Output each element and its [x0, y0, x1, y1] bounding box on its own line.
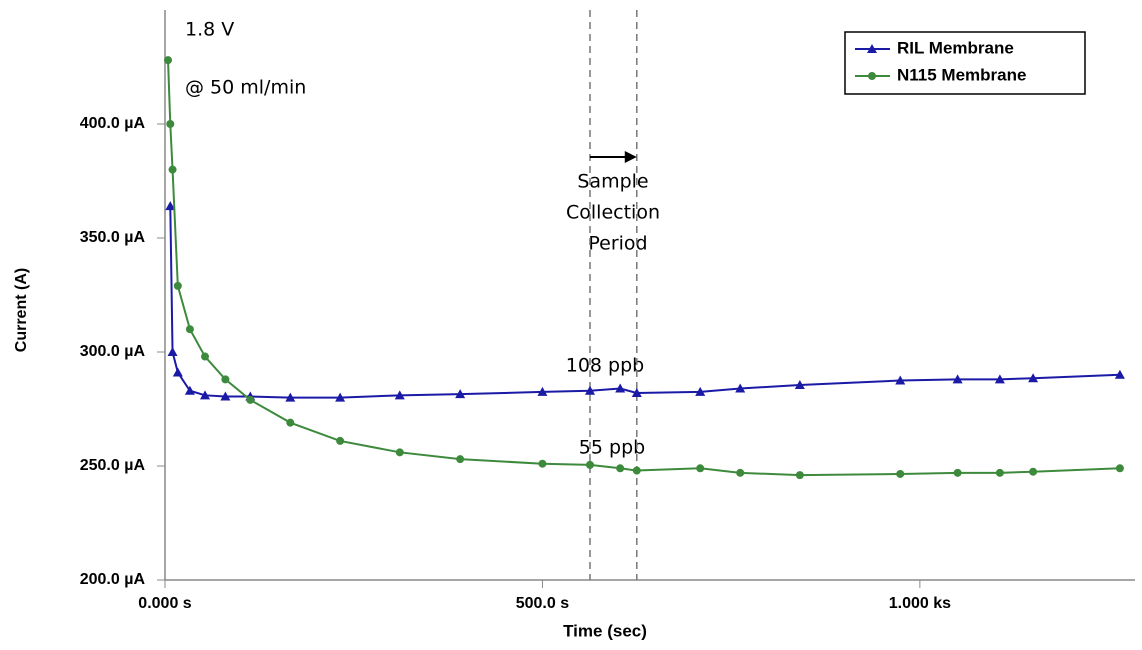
point	[895, 375, 906, 385]
point	[394, 390, 405, 400]
point	[994, 374, 1005, 384]
point	[184, 385, 195, 395]
y-tick-label: 350.0 µA	[80, 229, 146, 246]
arrow-head	[624, 151, 637, 163]
point	[584, 385, 595, 395]
point	[735, 383, 746, 393]
point	[286, 418, 295, 427]
x-tick-label: 500.0 s	[516, 595, 569, 612]
annotation: 108 ppb	[566, 355, 645, 377]
point	[185, 325, 194, 334]
series-line	[167, 60, 1120, 477]
point	[695, 386, 706, 396]
annotation: Period	[588, 233, 647, 255]
point	[736, 468, 745, 477]
y-tick-label: 300.0 µA	[80, 343, 146, 360]
point	[336, 436, 345, 445]
y-tick-label: 200.0 µA	[80, 571, 146, 588]
point	[173, 281, 182, 290]
legend-label: N115 Membrane	[897, 65, 1026, 84]
point	[538, 459, 547, 468]
point	[1028, 373, 1039, 383]
point	[201, 352, 210, 361]
point	[696, 464, 705, 473]
point	[165, 201, 176, 211]
point	[172, 367, 183, 377]
legend-label: RIL Membrane	[897, 38, 1014, 57]
point	[995, 468, 1004, 477]
point	[868, 72, 876, 80]
legend-box	[844, 31, 1086, 95]
point	[167, 347, 178, 356]
point	[953, 468, 962, 477]
y-tick-label: 250.0 µA	[80, 457, 146, 474]
point	[1029, 467, 1038, 476]
x-tick-label: 1.000 ks	[889, 595, 951, 612]
point	[1115, 464, 1124, 473]
x-axis-title: Time (sec)	[563, 621, 647, 640]
annotation: 55 ppb	[579, 437, 645, 459]
point	[335, 392, 346, 402]
point	[220, 391, 231, 401]
annotation: @ 50 ml/min	[185, 77, 306, 99]
point	[631, 388, 642, 398]
point	[616, 464, 625, 473]
point	[795, 471, 804, 480]
point	[166, 120, 175, 128]
point	[896, 469, 905, 478]
point	[221, 375, 230, 384]
point	[632, 466, 641, 475]
point	[456, 455, 465, 464]
point	[615, 383, 626, 393]
point	[455, 389, 466, 399]
point	[395, 448, 404, 457]
point	[952, 374, 963, 384]
annotation: Collection	[566, 202, 660, 224]
point	[1114, 369, 1125, 379]
x-tick-label: 0.000 s	[138, 595, 191, 612]
y-tick-label: 400.0 µA	[80, 115, 146, 132]
point	[794, 380, 805, 390]
point	[164, 56, 173, 65]
point	[168, 165, 177, 174]
point	[200, 390, 211, 400]
point	[285, 392, 296, 402]
annotation: Sample	[577, 171, 648, 193]
point	[585, 460, 594, 469]
y-axis-title: Current (A)	[13, 268, 30, 352]
point	[246, 395, 255, 404]
annotation: 1.8 V	[185, 19, 234, 41]
point	[867, 44, 877, 53]
point	[537, 386, 548, 396]
